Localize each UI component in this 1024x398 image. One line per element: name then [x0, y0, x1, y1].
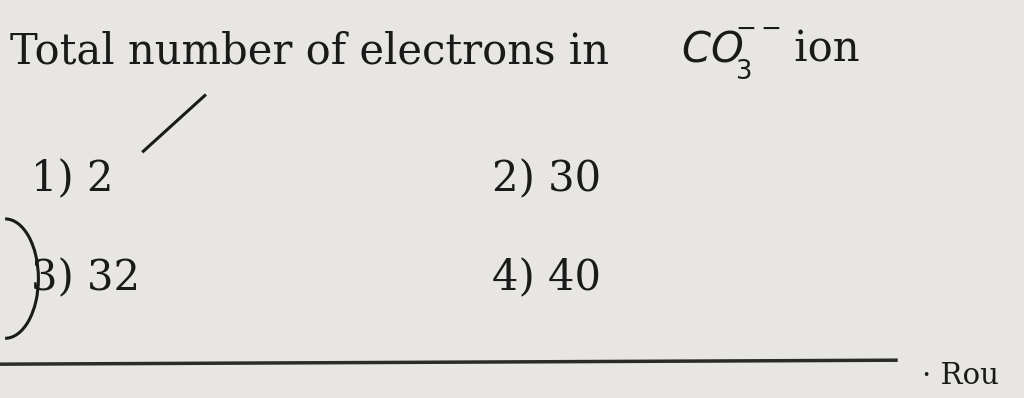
Text: $\mathit{CO}$: $\mathit{CO}$	[681, 29, 743, 71]
Text: Total number of electrons in: Total number of electrons in	[10, 31, 623, 73]
Text: 4) 40: 4) 40	[492, 258, 600, 300]
Text: $\mathit{3}$: $\mathit{3}$	[735, 59, 752, 85]
Text: ion: ion	[781, 29, 860, 71]
Text: $--$: $--$	[735, 16, 781, 40]
Text: 1) 2: 1) 2	[31, 158, 114, 200]
Text: 3) 32: 3) 32	[31, 258, 140, 300]
Text: 2) 30: 2) 30	[492, 158, 601, 200]
Text: · Rou: · Rou	[922, 362, 998, 390]
